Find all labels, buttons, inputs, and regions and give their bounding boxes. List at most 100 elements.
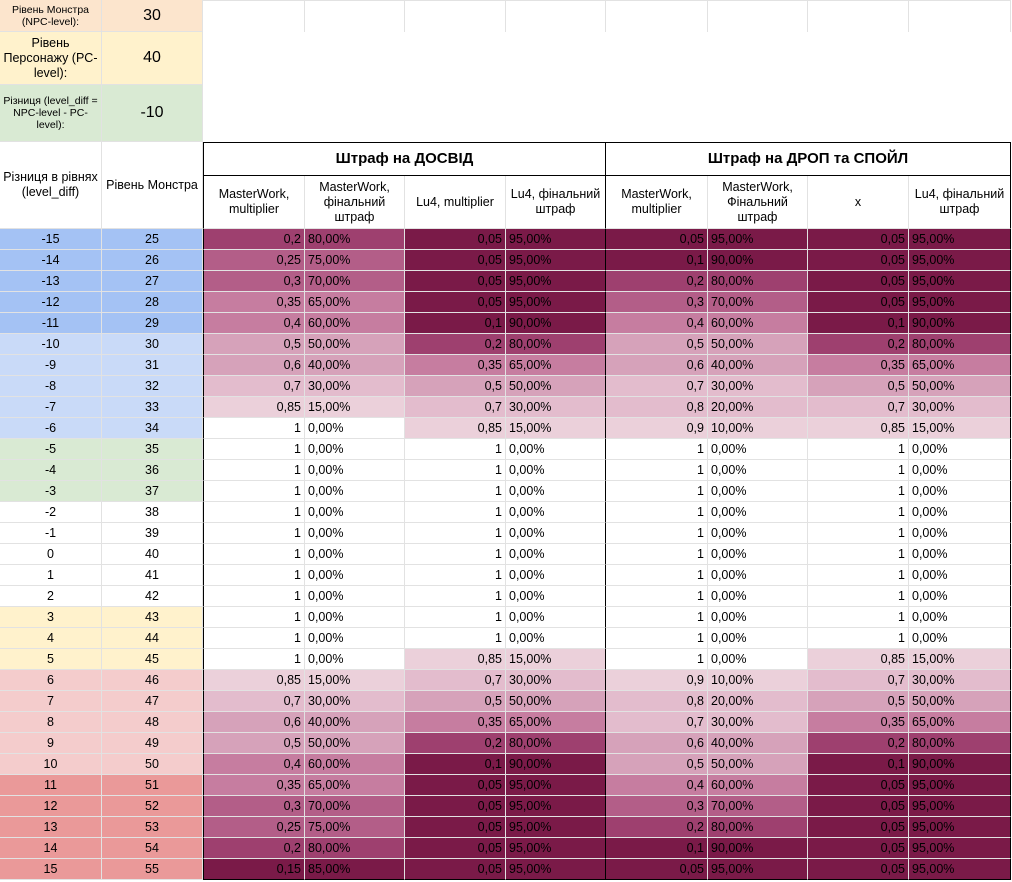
cell-drop-mw-multiplier[interactable]: 0,05 [606, 859, 708, 880]
cell-exp-mw-multiplier[interactable]: 0,2 [203, 838, 305, 859]
cell-exp-mw-multiplier[interactable]: 1 [203, 565, 305, 586]
cell-exp-mw-multiplier[interactable]: 1 [203, 544, 305, 565]
cell-exp-mw-penalty[interactable]: 0,00% [305, 649, 405, 670]
cell-drop-lu4-penalty[interactable]: 90,00% [909, 313, 1011, 334]
cell-drop-x[interactable]: 1 [808, 523, 909, 544]
cell-exp-mw-multiplier[interactable]: 0,25 [203, 250, 305, 271]
cell-exp-lu4-penalty[interactable]: 30,00% [506, 670, 606, 691]
cell-exp-mw-penalty[interactable]: 85,00% [305, 859, 405, 880]
cell-monster-level[interactable]: 41 [102, 565, 203, 586]
cell-exp-mw-penalty[interactable]: 0,00% [305, 544, 405, 565]
cell-monster-level[interactable]: 30 [102, 334, 203, 355]
cell-monster-level[interactable]: 27 [102, 271, 203, 292]
cell-exp-mw-penalty[interactable]: 0,00% [305, 439, 405, 460]
cell-exp-lu4-penalty[interactable]: 95,00% [506, 817, 606, 838]
cell-exp-mw-penalty[interactable]: 65,00% [305, 775, 405, 796]
cell-level-diff[interactable]: 3 [0, 607, 102, 628]
cell-monster-level[interactable]: 38 [102, 502, 203, 523]
header-level-diff[interactable]: Різниця в рівнях (level_diff) [0, 142, 102, 229]
cell-exp-lu4-penalty[interactable]: 0,00% [506, 628, 606, 649]
cell-drop-x[interactable]: 0,05 [808, 859, 909, 880]
empty-cell[interactable] [708, 85, 808, 142]
cell-drop-mw-multiplier[interactable]: 1 [606, 544, 708, 565]
cell-exp-lu4-penalty[interactable]: 65,00% [506, 355, 606, 376]
cell-exp-mw-multiplier[interactable]: 0,4 [203, 313, 305, 334]
cell-monster-level[interactable]: 40 [102, 544, 203, 565]
cell-level-diff[interactable]: 13 [0, 817, 102, 838]
cell-exp-lu4-penalty[interactable]: 95,00% [506, 796, 606, 817]
cell-exp-lu4-multiplier[interactable]: 1 [405, 481, 506, 502]
cell-monster-level[interactable]: 47 [102, 691, 203, 712]
cell-drop-x[interactable]: 0,35 [808, 712, 909, 733]
cell-exp-lu4-penalty[interactable]: 80,00% [506, 334, 606, 355]
empty-cell[interactable] [808, 0, 909, 32]
cell-exp-mw-penalty[interactable]: 0,00% [305, 586, 405, 607]
cell-drop-mw-multiplier[interactable]: 1 [606, 628, 708, 649]
cell-exp-lu4-penalty[interactable]: 95,00% [506, 250, 606, 271]
cell-drop-mw-penalty[interactable]: 0,00% [708, 565, 808, 586]
cell-exp-lu4-penalty[interactable]: 30,00% [506, 397, 606, 418]
empty-cell[interactable] [203, 32, 305, 85]
header-drop-penalty[interactable]: Штраф на ДРОП та СПОЙЛ [606, 142, 1011, 176]
subheader-drop-3[interactable]: x [808, 176, 909, 229]
empty-cell[interactable] [606, 32, 708, 85]
cell-level-diff[interactable]: -2 [0, 502, 102, 523]
cell-level-diff[interactable]: 12 [0, 796, 102, 817]
empty-cell[interactable] [203, 85, 305, 142]
cell-monster-level[interactable]: 43 [102, 607, 203, 628]
empty-cell[interactable] [909, 85, 1011, 142]
cell-drop-mw-multiplier[interactable]: 0,9 [606, 670, 708, 691]
cell-drop-mw-multiplier[interactable]: 0,9 [606, 418, 708, 439]
cell-exp-mw-multiplier[interactable]: 1 [203, 418, 305, 439]
cell-exp-lu4-multiplier[interactable]: 1 [405, 439, 506, 460]
cell-exp-mw-penalty[interactable]: 40,00% [305, 355, 405, 376]
cell-exp-lu4-multiplier[interactable]: 0,5 [405, 691, 506, 712]
cell-exp-mw-penalty[interactable]: 75,00% [305, 250, 405, 271]
cell-exp-mw-multiplier[interactable]: 0,3 [203, 271, 305, 292]
cell-level-diff[interactable]: -4 [0, 460, 102, 481]
cell-level-diff[interactable]: 11 [0, 775, 102, 796]
cell-drop-lu4-penalty[interactable]: 0,00% [909, 523, 1011, 544]
cell-exp-lu4-penalty[interactable]: 0,00% [506, 544, 606, 565]
cell-drop-lu4-penalty[interactable]: 80,00% [909, 334, 1011, 355]
cell-drop-x[interactable]: 0,5 [808, 376, 909, 397]
cell-level-diff[interactable]: 8 [0, 712, 102, 733]
empty-cell[interactable] [203, 0, 305, 32]
cell-drop-mw-multiplier[interactable]: 1 [606, 460, 708, 481]
cell-drop-mw-penalty[interactable]: 20,00% [708, 397, 808, 418]
cell-monster-level[interactable]: 49 [102, 733, 203, 754]
cell-exp-lu4-multiplier[interactable]: 0,85 [405, 418, 506, 439]
cell-drop-lu4-penalty[interactable]: 95,00% [909, 817, 1011, 838]
cell-exp-mw-penalty[interactable]: 0,00% [305, 460, 405, 481]
cell-drop-x[interactable]: 1 [808, 439, 909, 460]
cell-drop-mw-multiplier[interactable]: 0,4 [606, 775, 708, 796]
cell-monster-level[interactable]: 53 [102, 817, 203, 838]
subheader-exp-2[interactable]: MasterWork, фінальний штраф [305, 176, 405, 229]
param-value[interactable]: -10 [102, 85, 203, 142]
cell-exp-mw-multiplier[interactable]: 1 [203, 481, 305, 502]
cell-drop-x[interactable]: 0,2 [808, 733, 909, 754]
cell-drop-mw-penalty[interactable]: 50,00% [708, 754, 808, 775]
cell-exp-mw-multiplier[interactable]: 0,7 [203, 376, 305, 397]
empty-cell[interactable] [808, 32, 909, 85]
cell-drop-mw-multiplier[interactable]: 1 [606, 649, 708, 670]
cell-drop-lu4-penalty[interactable]: 65,00% [909, 712, 1011, 733]
cell-monster-level[interactable]: 36 [102, 460, 203, 481]
cell-exp-lu4-penalty[interactable]: 0,00% [506, 481, 606, 502]
cell-drop-mw-penalty[interactable]: 0,00% [708, 607, 808, 628]
cell-drop-mw-penalty[interactable]: 90,00% [708, 250, 808, 271]
cell-level-diff[interactable]: 9 [0, 733, 102, 754]
cell-drop-mw-multiplier[interactable]: 0,5 [606, 334, 708, 355]
cell-drop-x[interactable]: 1 [808, 586, 909, 607]
param-label[interactable]: Різниця (level_diff = NPC-level - PC-lev… [0, 85, 102, 142]
cell-exp-mw-penalty[interactable]: 80,00% [305, 229, 405, 250]
subheader-drop-1[interactable]: MasterWork, multiplier [606, 176, 708, 229]
cell-drop-lu4-penalty[interactable]: 95,00% [909, 796, 1011, 817]
cell-exp-lu4-penalty[interactable]: 95,00% [506, 292, 606, 313]
cell-exp-mw-penalty[interactable]: 0,00% [305, 607, 405, 628]
cell-monster-level[interactable]: 34 [102, 418, 203, 439]
cell-drop-mw-multiplier[interactable]: 0,2 [606, 271, 708, 292]
cell-drop-mw-multiplier[interactable]: 0,6 [606, 355, 708, 376]
cell-exp-mw-penalty[interactable]: 15,00% [305, 397, 405, 418]
cell-drop-x[interactable]: 1 [808, 607, 909, 628]
